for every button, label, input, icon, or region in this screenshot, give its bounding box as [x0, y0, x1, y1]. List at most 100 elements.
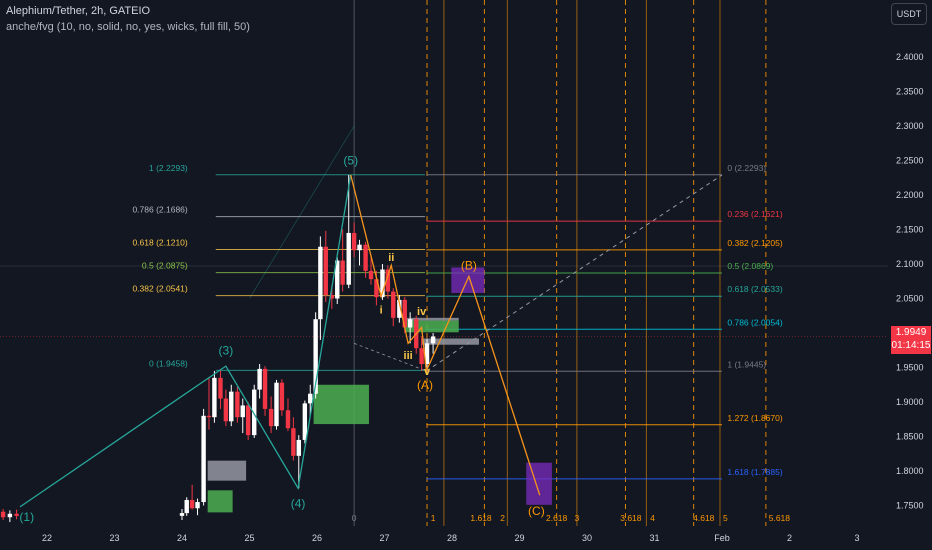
elliott-wave-label: (B)	[461, 258, 477, 272]
y-axis-tick: 2.0500	[896, 294, 924, 304]
candle-body	[357, 244, 362, 251]
candle-body	[374, 279, 379, 298]
candle-body	[291, 428, 296, 456]
x-axis-tick: 29	[514, 533, 524, 543]
candle-body	[195, 502, 200, 509]
x-axis-tick: 24	[177, 533, 187, 543]
candle-body	[323, 246, 328, 296]
projection-dashed-line	[353, 342, 427, 372]
candle-body	[285, 410, 291, 429]
fib-extension-label: 1 (1.9445)	[727, 359, 766, 369]
candle-body	[313, 319, 318, 394]
x-axis-tick: 3	[854, 533, 859, 543]
elliott-wave-label: (5)	[343, 154, 358, 168]
fib-extension-label: 0.618 (2.0533)	[727, 284, 782, 294]
last-price-value: 1.9949	[895, 327, 927, 338]
elliott-wave-label: i	[380, 305, 383, 317]
y-axis-tick: 2.2000	[896, 190, 924, 200]
fvg-box	[526, 462, 552, 505]
fib-time-zone-label: 3.618	[620, 513, 642, 523]
currency-button[interactable]: USDT	[891, 3, 927, 25]
y-axis-tick: 1.8500	[896, 432, 924, 442]
elliott-wave-label: iii	[404, 350, 413, 362]
candle-body	[419, 348, 424, 365]
x-axis-tick: 28	[447, 533, 457, 543]
candle-body	[346, 232, 351, 285]
fvg-box	[404, 320, 459, 333]
y-axis-tick: 2.2500	[896, 156, 924, 166]
x-axis-tick: 27	[379, 533, 389, 543]
candle-body	[252, 389, 257, 436]
y-axis-tick: 1.8000	[896, 466, 924, 476]
fib-time-zone-label: 2	[500, 513, 505, 523]
candle-body	[206, 415, 212, 418]
fib-time-zone-label: 5	[723, 513, 728, 523]
candle-body	[14, 513, 19, 516]
candle-body	[7, 513, 13, 518]
candle-body	[229, 391, 234, 422]
x-axis-tick: 2	[787, 533, 792, 543]
candle-body	[296, 439, 301, 456]
candle-body	[279, 382, 285, 411]
x-axis-tick: 22	[42, 533, 52, 543]
fib-retracement-label: 0.618 (2.1210)	[132, 238, 187, 248]
fib-time-zone-label: 0	[352, 513, 357, 523]
fib-retracement-label: 0.5 (2.0875)	[142, 261, 188, 271]
candle-body	[184, 499, 189, 514]
fib-time-zone-label: 3	[575, 513, 580, 523]
fib-extension-label: 0.5 (2.0869)	[727, 261, 773, 271]
elliott-impulse-path	[19, 174, 352, 508]
indicator-legend[interactable]: anche/fvg (10, no, solid, no, yes, wicks…	[6, 21, 250, 33]
candle-body	[402, 299, 407, 328]
y-axis-tick: 2.3500	[896, 87, 924, 97]
bar-countdown: 01:14:15	[891, 340, 931, 351]
x-axis-tick: 23	[109, 533, 119, 543]
y-axis-tick: 2.1500	[896, 225, 924, 235]
last-price-tag: 1.9949 01:14:15	[891, 326, 931, 354]
fvg-box	[207, 490, 233, 513]
fvg-box	[207, 460, 247, 481]
fib-extension-label: 0.382 (2.1205)	[727, 238, 782, 248]
fib-extension-label: 0.236 (2.1621)	[727, 209, 782, 219]
fib-time-zone-label: 1	[431, 513, 436, 523]
x-axis-tick: 30	[582, 533, 592, 543]
y-axis-tick: 1.7500	[896, 501, 924, 511]
projection-dashed-line	[426, 174, 723, 372]
elliott-wave-label: iv	[417, 306, 427, 318]
candle-body	[245, 405, 251, 436]
candle-body	[268, 408, 274, 427]
candle-body	[391, 291, 396, 318]
candle-body	[340, 260, 345, 285]
candle-body	[430, 336, 436, 344]
y-axis-tick: 2.4000	[896, 52, 924, 62]
x-axis-tick: 26	[312, 533, 322, 543]
x-axis-tick: Feb	[714, 533, 730, 543]
x-axis-tick: 31	[649, 533, 659, 543]
candle-body	[212, 377, 217, 418]
elliott-wave-label: (4)	[291, 496, 306, 510]
fib-extension-label: 0.786 (2.0054)	[727, 317, 782, 327]
candle-body	[240, 405, 245, 418]
candle-body	[351, 232, 357, 251]
elliott-corrective-path	[350, 174, 541, 496]
candle-body	[218, 377, 223, 399]
fib-retracement-label: 0.786 (2.1686)	[132, 205, 187, 215]
elliott-wave-label: (3)	[219, 343, 234, 357]
candle-body	[302, 403, 308, 440]
candle-body	[385, 269, 391, 292]
elliott-wave-label: (1)	[19, 510, 34, 524]
fib-retracement-label: 1 (2.2293)	[149, 163, 188, 173]
x-axis-tick: 25	[244, 533, 254, 543]
fib-time-zone-label: 4.618	[693, 513, 715, 523]
candle-body	[201, 415, 206, 503]
elliott-wave-label: (A)	[417, 378, 433, 392]
fib-time-zone-label: 2.618	[546, 513, 568, 523]
candle-body	[397, 299, 402, 318]
candle-body	[329, 295, 335, 299]
fvg-box	[421, 338, 479, 345]
candle-body	[380, 269, 385, 298]
elliott-wave-label: (C)	[528, 504, 545, 518]
y-axis-tick: 2.1000	[896, 259, 924, 269]
candle-body	[368, 270, 374, 280]
